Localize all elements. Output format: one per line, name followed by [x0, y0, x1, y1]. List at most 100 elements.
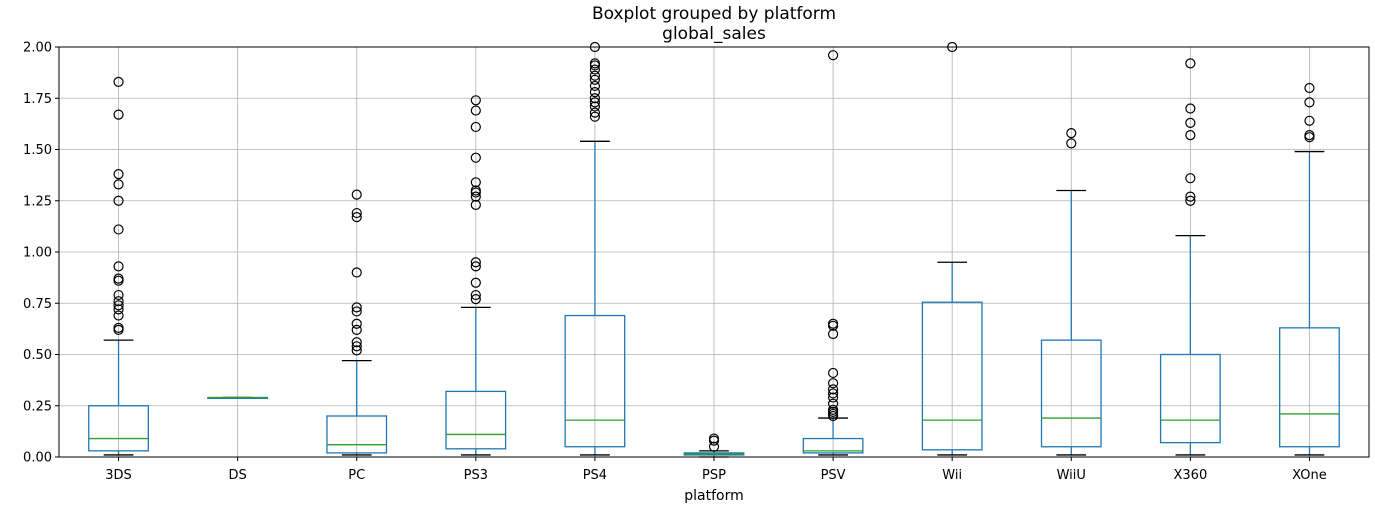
- boxes: [88, 41, 1340, 458]
- x-axis-label: platform: [684, 488, 744, 504]
- outlier-point: [351, 324, 362, 335]
- outlier-point: [113, 289, 124, 301]
- box-group-3ds: [88, 76, 149, 456]
- outlier-point: [113, 310, 124, 321]
- box-group-ds: [207, 396, 269, 399]
- outlier-point: [1185, 191, 1196, 202]
- outlier-point: [589, 58, 601, 69]
- outlier-point: [1304, 82, 1315, 94]
- y-tick-label: 0.00: [23, 451, 52, 466]
- y-tick-label: 2.00: [23, 41, 52, 56]
- outlier-point: [351, 212, 362, 223]
- iqr-box: [445, 390, 507, 450]
- y-tick-label: 0.25: [23, 399, 52, 414]
- iqr-box: [1159, 353, 1221, 444]
- outlier-point: [470, 294, 481, 305]
- outlier-point: [827, 384, 839, 395]
- outlier-point: [589, 86, 601, 98]
- y-tick-label: 1.50: [23, 143, 52, 158]
- x-tick-label: PSP: [702, 468, 726, 483]
- iqr-box: [1279, 327, 1340, 448]
- outlier-point: [113, 261, 124, 272]
- outlier-point: [1185, 103, 1196, 114]
- outlier-point: [1066, 138, 1077, 149]
- outlier-point: [113, 224, 124, 235]
- x-tick-label: 3DS: [105, 468, 132, 483]
- outlier-point: [827, 367, 839, 379]
- chart-title: Boxplot grouped by platform: [592, 4, 836, 24]
- outlier-point: [351, 345, 362, 356]
- outlier-point: [113, 169, 124, 180]
- x-tick-label: PS4: [583, 468, 607, 483]
- y-axis: 0.00 0.25 0.50 0.75 1.00 1.25 1.50 1.75 2.00: [23, 41, 59, 466]
- outlier-point: [113, 109, 124, 120]
- outlier-point: [470, 177, 481, 188]
- x-tick-label: XOne: [1292, 468, 1327, 483]
- outlier-point: [470, 95, 481, 106]
- outlier-point: [470, 185, 481, 196]
- box-group-xone: [1279, 82, 1340, 456]
- outlier-point: [827, 318, 839, 329]
- outlier-point: [113, 76, 124, 87]
- outlier-point: [351, 302, 362, 313]
- outlier-point: [827, 392, 839, 403]
- outlier-point: [351, 341, 362, 352]
- outlier-point: [1185, 173, 1196, 184]
- x-tick-label: PC: [348, 468, 365, 483]
- outlier-point: [351, 267, 362, 278]
- box-group-psv: [802, 50, 864, 456]
- outlier-point: [351, 207, 362, 219]
- box-group-ps3: [445, 95, 507, 456]
- outlier-point: [1066, 128, 1077, 139]
- box-group-ps4: [564, 41, 626, 456]
- outlier-point: [589, 101, 601, 112]
- x-tick-label: Wii: [942, 468, 962, 483]
- outlier-point: [589, 70, 601, 81]
- x-tick-label: PS3: [464, 468, 488, 483]
- x-tick-label: PSV: [821, 468, 846, 483]
- box-group-psp: [683, 433, 745, 458]
- outlier-point: [470, 289, 481, 301]
- outlier-point: [827, 328, 839, 340]
- outlier-point: [113, 195, 124, 206]
- outlier-point: [1185, 130, 1196, 141]
- grid: [59, 46, 1369, 458]
- outlier-point: [1185, 58, 1196, 69]
- outlier-point: [708, 433, 720, 444]
- box-group-x360: [1159, 58, 1221, 456]
- outlier-point: [470, 261, 481, 272]
- x-tick-label: DS: [229, 468, 247, 483]
- outlier-point: [470, 257, 481, 268]
- outlier-point: [589, 80, 601, 92]
- y-tick-label: 1.00: [23, 246, 52, 261]
- y-tick-label: 1.75: [23, 92, 52, 107]
- outlier-point: [113, 273, 124, 284]
- outlier-point: [589, 64, 601, 75]
- y-tick-label: 1.25: [23, 194, 52, 209]
- outlier-point: [589, 107, 601, 118]
- outlier-point: [589, 93, 601, 104]
- iqr-box: [564, 314, 626, 448]
- x-axis: 3DS DS PC PS3 PS4 PSP PSV Wii WiiU X360 XOne: [105, 457, 1327, 483]
- outlier-point: [589, 97, 601, 108]
- outlier-point: [351, 318, 362, 329]
- outlier-point: [1185, 195, 1196, 206]
- outlier-point: [113, 179, 124, 190]
- x-tick-label: X360: [1174, 468, 1208, 483]
- y-tick-label: 0.75: [23, 297, 52, 312]
- outlier-point: [470, 105, 481, 116]
- outlier-point: [1304, 130, 1315, 141]
- iqr-box: [326, 415, 388, 454]
- outlier-point: [1304, 115, 1315, 126]
- outlier-point: [113, 296, 124, 307]
- outlier-point: [827, 50, 839, 61]
- outlier-point: [113, 322, 124, 333]
- outlier-point: [470, 191, 481, 202]
- outlier-point: [1304, 97, 1315, 108]
- outlier-point: [351, 189, 362, 200]
- outlier-point: [827, 388, 839, 399]
- outlier-point: [1185, 117, 1196, 128]
- x-tick-label: WiiU: [1057, 468, 1086, 483]
- outlier-point: [827, 404, 839, 415]
